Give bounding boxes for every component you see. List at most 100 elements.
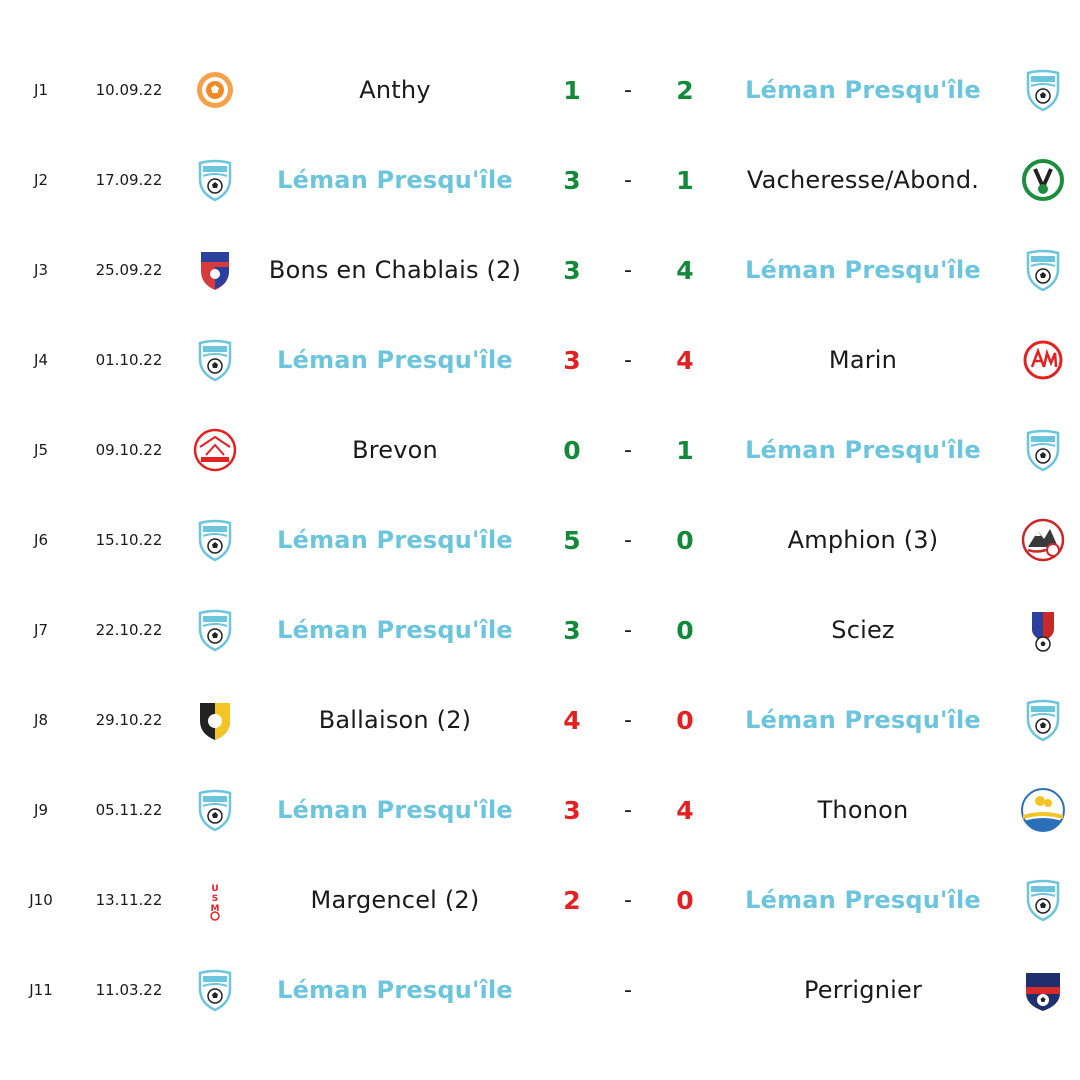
score-separator: - [624,797,632,823]
fixture-row: J10 13.11.22 U S M Margencel (2) 2 - 0 Léman Pres… [0,855,1080,945]
away-team: Léman Presqu'île [745,256,981,284]
fixture-row: J11 11.03.22 Léman Presqu'île - Perrignier [0,945,1080,1035]
fixture-row: J1 10.09.22 Anthy 1 - 2 Léman Presqu'île [0,45,1080,135]
home-team: Bons en Chablais (2) [268,256,522,284]
away-team: Léman Presqu'île [745,436,981,464]
marin-logo [1018,315,1068,405]
home-team: Léman Presqu'île [277,796,513,824]
match-date: 09.10.22 [95,441,163,459]
fc-leman-logo [190,765,240,855]
away-team: Léman Presqu'île [745,76,981,104]
home-score: 2 [563,885,581,915]
score-separator: - [624,887,632,913]
matchday: J1 [34,81,48,99]
svg-text:S: S [212,894,218,904]
match-date: 17.09.22 [95,171,163,189]
match-date: 13.11.22 [95,891,163,909]
fc-leman-logo [190,135,240,225]
fc-leman-logo [190,945,240,1035]
home-score: 3 [563,165,581,195]
away-score: 0 [676,615,694,645]
away-score: 0 [676,705,694,735]
csva-logo [1018,135,1068,225]
matchday: J11 [29,981,53,999]
home-team: Léman Presqu'île [277,166,513,194]
score-separator: - [624,617,632,643]
away-team: Vacheresse/Abond. [746,166,980,194]
fixture-row: J7 22.10.22 Léman Presqu'île 3 - 0 Sciez [0,585,1080,675]
matchday: J5 [34,441,48,459]
home-team: Léman Presqu'île [277,616,513,644]
amphion-logo [1018,495,1068,585]
away-score: 4 [676,255,694,285]
matchday: J3 [34,261,48,279]
away-score: 1 [676,165,694,195]
home-score: 4 [563,705,581,735]
home-score: 0 [563,435,581,465]
away-team: Amphion (3) [787,526,939,554]
matchday: J10 [29,891,53,909]
match-date: 15.10.22 [95,531,163,549]
matchday: J2 [34,171,48,189]
matchday: J9 [34,801,48,819]
match-date: 11.03.22 [95,981,163,999]
score-separator: - [624,167,632,193]
match-date: 25.09.22 [95,261,163,279]
svg-text:M: M [211,904,220,914]
away-score: 4 [676,795,694,825]
fixture-row: J5 09.10.22 Brevon 0 - 1 Léman Presqu'île [0,405,1080,495]
home-score [552,945,592,1035]
matchday: J8 [34,711,48,729]
away-score: 0 [676,885,694,915]
away-team: Thonon [817,796,909,824]
score-separator: - [624,437,632,463]
perrignier-logo [1018,945,1068,1035]
match-date: 10.09.22 [95,81,163,99]
away-team: Marin [828,346,898,374]
away-score: 2 [676,75,694,105]
fc-leman-logo [190,585,240,675]
home-team: Léman Presqu'île [277,346,513,374]
score-separator: - [624,257,632,283]
away-score [665,945,705,1035]
home-score: 3 [563,345,581,375]
anthy-logo [190,45,240,135]
fc-leman-logo [1018,675,1068,765]
home-score: 3 [563,615,581,645]
fc-leman-logo [1018,45,1068,135]
matchday: J7 [34,621,48,639]
home-team: Brevon [352,436,438,464]
match-date: 05.11.22 [95,801,163,819]
away-score: 1 [676,435,694,465]
match-date: 29.10.22 [95,711,163,729]
sciez-logo [1018,585,1068,675]
fc-leman-logo [1018,855,1068,945]
home-team: Margencel (2) [310,886,480,914]
away-score: 0 [676,525,694,555]
fixture-row: J3 25.09.22 Bons en Chablais (2) 3 - 4 Léman P… [0,225,1080,315]
home-team: Léman Presqu'île [277,976,513,1004]
away-team: Léman Presqu'île [745,706,981,734]
score-separator: - [624,977,632,1003]
ballaison-logo [190,675,240,765]
fc-leman-logo [190,315,240,405]
matchday: J4 [34,351,48,369]
agb-logo [190,225,240,315]
home-team: Léman Presqu'île [277,526,513,554]
score-separator: - [624,707,632,733]
fixture-row: J6 15.10.22 Léman Presqu'île 5 - 0 Amphion (3) [0,495,1080,585]
fc-leman-logo [190,495,240,585]
home-score: 3 [563,255,581,285]
home-score: 3 [563,795,581,825]
matchday: J6 [34,531,48,549]
score-separator: - [624,347,632,373]
thonon-logo [1018,765,1068,855]
home-team: Anthy [359,76,431,104]
away-team: Perrignier [803,976,923,1004]
away-team: Sciez [831,616,895,644]
home-team: Ballaison (2) [318,706,472,734]
match-date: 01.10.22 [95,351,163,369]
away-score: 4 [676,345,694,375]
